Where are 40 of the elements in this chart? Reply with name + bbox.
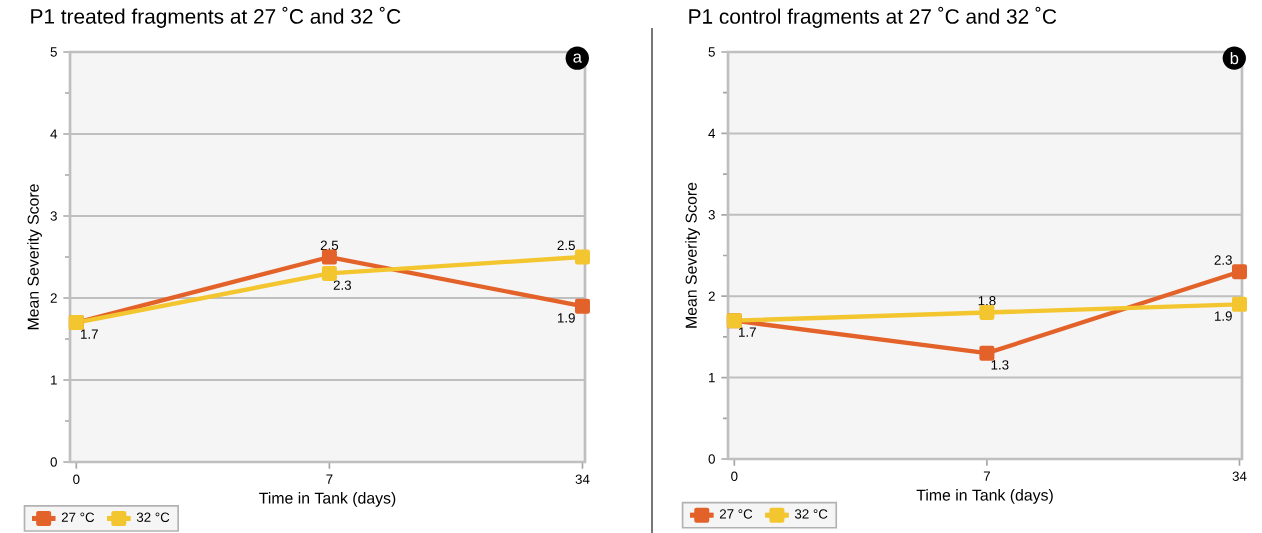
y-axis-title: Mean Severity Score (27, 184, 42, 330)
annotation: b (1230, 52, 1239, 65)
y-tick-label: 1 (51, 375, 57, 385)
y-tick-label: 3 (50, 211, 57, 221)
legend-label: 27 °C (61, 512, 95, 522)
y-tick-label: 2 (708, 291, 715, 301)
x-tick-label: 7 (326, 474, 333, 484)
data-label: 1.3 (991, 360, 1009, 370)
legend-label: 27 °C (719, 509, 753, 519)
x-tick-label: 0 (73, 474, 80, 484)
x-axis-title: Time in Tank (days) (259, 492, 396, 507)
y-tick-label: 3 (708, 210, 715, 220)
y-tick-label: 5 (708, 47, 715, 57)
chart-title: P1 control fragments at 27 ˚C and 32 ˚C (689, 6, 1057, 28)
chart-title: P1 treated fragments at 27 ˚C and 32 ˚C (31, 6, 401, 28)
data-label: 2.5 (320, 240, 339, 251)
data-label: 1.8 (978, 296, 996, 306)
legend-label: 32 °C (136, 512, 170, 522)
y-tick-label: 4 (708, 128, 716, 138)
x-tick-label: 0 (731, 471, 738, 481)
y-tick-label: 2 (50, 293, 57, 303)
y-tick-label: 4 (50, 129, 58, 139)
x-tick-label: 7 (983, 471, 990, 481)
y-tick-label: 5 (50, 47, 57, 57)
annotation: a (573, 53, 582, 63)
data-label: 1.9 (1214, 311, 1232, 321)
y-axis-title: Mean Severity Score (685, 182, 700, 328)
data-label: 2.3 (1214, 255, 1232, 265)
y-tick-label: 0 (50, 457, 57, 467)
y-tick-label: 1 (709, 373, 715, 383)
x-tick-label: 34 (575, 474, 590, 484)
x-tick-label: 34 (1232, 471, 1247, 481)
x-axis-title: Time in Tank (days) (916, 489, 1053, 504)
data-label: 2.5 (557, 240, 575, 251)
legend-label: 32 °C (794, 509, 828, 519)
data-label: 1.7 (81, 329, 98, 339)
data-label: 2.3 (333, 280, 352, 290)
y-tick-label: 0 (708, 454, 715, 464)
data-label: 1.9 (557, 313, 575, 323)
data-label: 1.7 (739, 327, 756, 337)
